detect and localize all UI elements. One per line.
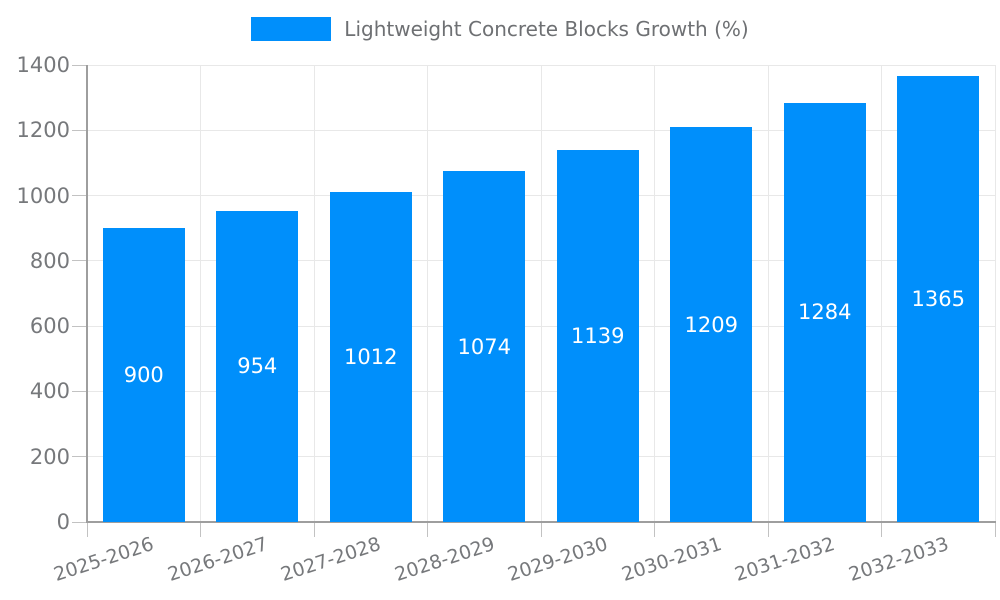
x-axis-tick bbox=[86, 522, 88, 537]
gridline-vertical bbox=[200, 65, 201, 522]
x-axis-tick bbox=[994, 522, 996, 537]
bar-value-label: 954 bbox=[237, 354, 278, 379]
y-axis-tick bbox=[72, 325, 87, 327]
gridline-horizontal bbox=[72, 195, 995, 197]
x-axis-label: 2026-2027 bbox=[164, 533, 271, 586]
gridline-vertical bbox=[540, 65, 542, 522]
y-axis-label: 1400 bbox=[16, 53, 70, 77]
x-axis-label: 2028-2029 bbox=[391, 533, 498, 586]
bar-2030-2031[interactable] bbox=[670, 127, 753, 522]
x-axis-tick bbox=[200, 522, 201, 537]
gridline-horizontal bbox=[72, 325, 995, 327]
y-axis-label: 600 bbox=[29, 314, 70, 339]
y-axis-label: 0 bbox=[56, 510, 70, 534]
bar-value-label: 1284 bbox=[798, 300, 852, 325]
x-axis-label: 2025-2026 bbox=[51, 533, 157, 586]
bar-value-label: 900 bbox=[123, 363, 164, 388]
y-axis-tick bbox=[72, 521, 87, 523]
x-axis-tick bbox=[767, 522, 769, 537]
gridline-vertical bbox=[427, 65, 428, 522]
bar-2031-2032[interactable] bbox=[783, 102, 866, 522]
y-axis-tick bbox=[72, 390, 87, 392]
y-axis-tick bbox=[72, 195, 87, 197]
x-axis-label: 2030-2031 bbox=[618, 533, 725, 586]
gridline-horizontal bbox=[72, 456, 995, 458]
bar-2026-2027[interactable] bbox=[216, 210, 299, 522]
y-axis-label: 400 bbox=[29, 379, 70, 404]
y-axis-label: 200 bbox=[29, 444, 70, 469]
gridline-vertical bbox=[881, 65, 882, 522]
gridline-horizontal bbox=[72, 129, 995, 131]
bar-2028-2029[interactable] bbox=[443, 171, 526, 522]
y-axis-tick bbox=[72, 64, 87, 66]
x-axis-tick bbox=[427, 522, 428, 537]
gridline-vertical bbox=[767, 65, 769, 522]
legend-swatch bbox=[251, 17, 332, 41]
gridline-horizontal bbox=[72, 260, 995, 262]
gridline-vertical bbox=[313, 65, 315, 522]
x-axis-tick bbox=[654, 522, 655, 537]
x-axis-label: 2032-2033 bbox=[845, 533, 952, 586]
x-axis-line bbox=[86, 521, 996, 523]
plot-area: 0 200 400 600 800 1000 1200 1400 900 954 1012 1074 1… bbox=[17, 53, 996, 586]
x-axis-label: 2031-2032 bbox=[732, 533, 838, 586]
bar-2029-2030[interactable] bbox=[556, 150, 639, 522]
x-axis-label: 2029-2030 bbox=[505, 533, 611, 586]
bar-value-label: 1012 bbox=[344, 344, 398, 369]
y-axis-label: 1000 bbox=[16, 183, 70, 208]
gridline-vertical bbox=[654, 65, 655, 522]
y-axis-tick bbox=[72, 260, 87, 262]
y-axis-tick bbox=[72, 456, 87, 458]
x-axis-tick bbox=[540, 522, 542, 537]
bar-value-label: 1139 bbox=[571, 324, 625, 349]
y-axis-tick bbox=[72, 129, 87, 131]
y-axis-label: 800 bbox=[29, 248, 70, 273]
gridline-vertical bbox=[994, 65, 996, 522]
x-axis-label: 2027-2028 bbox=[278, 533, 384, 586]
y-axis-line bbox=[86, 65, 88, 522]
legend-item[interactable]: Lightweight Concrete Blocks Growth (%) bbox=[251, 17, 749, 41]
bar-value-label: 1074 bbox=[457, 334, 511, 359]
y-axis-label: 1200 bbox=[16, 118, 70, 143]
bar-2032-2033[interactable] bbox=[897, 76, 980, 522]
bar-2027-2028[interactable] bbox=[329, 191, 412, 522]
x-axis-tick bbox=[881, 522, 882, 537]
bar-value-label: 1365 bbox=[911, 287, 965, 312]
bar-2025-2026[interactable] bbox=[102, 228, 185, 522]
gridline-horizontal bbox=[72, 390, 995, 392]
legend-label: Lightweight Concrete Blocks Growth (%) bbox=[344, 17, 749, 41]
x-axis-tick bbox=[313, 522, 315, 537]
bar-value-label: 1209 bbox=[684, 312, 738, 337]
legend: Lightweight Concrete Blocks Growth (%) bbox=[0, 17, 1000, 41]
gridline-horizontal bbox=[72, 64, 995, 66]
